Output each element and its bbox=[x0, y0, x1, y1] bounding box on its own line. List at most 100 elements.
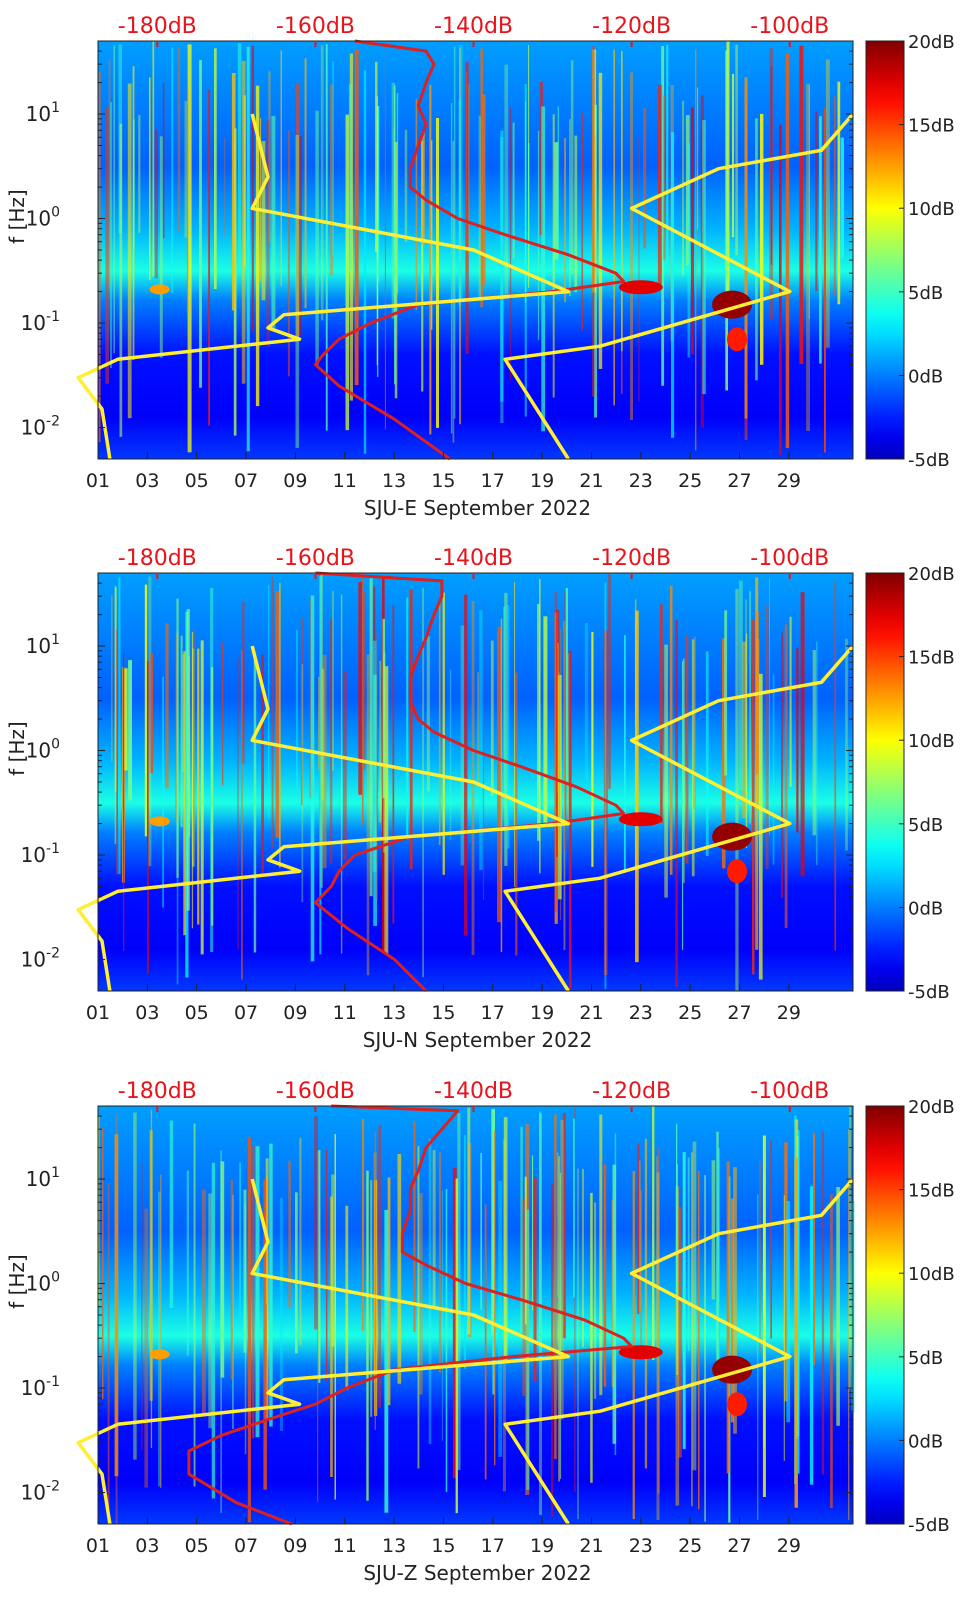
heatmap-streak bbox=[770, 66, 773, 265]
heatmap-streak bbox=[296, 629, 298, 790]
heatmap-streak bbox=[656, 1156, 659, 1352]
heatmap-streak bbox=[524, 83, 527, 417]
heatmap-streak bbox=[598, 72, 603, 369]
heatmap-streak bbox=[557, 642, 559, 793]
low-noise-model-line bbox=[76, 1178, 571, 1525]
x-tick-label: 29 bbox=[777, 1002, 801, 1024]
heatmap-streak bbox=[735, 44, 738, 256]
y-tick-base: 10 bbox=[26, 634, 51, 658]
x-tick-label: 23 bbox=[629, 1002, 653, 1024]
heatmap-streak bbox=[574, 135, 578, 293]
x-tick-label: 03 bbox=[135, 470, 159, 492]
heatmap-streak bbox=[114, 587, 117, 792]
heatmap-streak bbox=[675, 620, 678, 988]
heatmap-streak bbox=[704, 1175, 706, 1522]
colorbar-tick-label: -5dB bbox=[908, 1515, 950, 1536]
colorbar-tick-label: 15dB bbox=[908, 116, 955, 137]
heatmap-streak bbox=[148, 576, 152, 867]
heatmap-streak bbox=[123, 653, 125, 951]
heatmap-streak bbox=[784, 624, 788, 928]
heatmap-streak bbox=[404, 129, 408, 242]
heatmap-streak bbox=[497, 626, 501, 923]
heatmap-streak bbox=[169, 1120, 174, 1308]
heatmap-streak bbox=[107, 1182, 110, 1524]
x-tick-label: 19 bbox=[530, 1002, 554, 1024]
y-tick-base: 10 bbox=[21, 948, 46, 972]
heatmap-streak bbox=[268, 71, 271, 242]
heatmap-streak bbox=[816, 641, 818, 866]
heatmap-streak bbox=[271, 115, 276, 332]
y-tick-label: 101 bbox=[26, 632, 60, 658]
heatmap-streak bbox=[562, 1113, 566, 1339]
heatmap-streak bbox=[691, 1152, 693, 1507]
colorbar-tick-label: -5dB bbox=[908, 982, 950, 1003]
colorbar-tick-label: 10dB bbox=[908, 199, 955, 220]
heatmap-streak bbox=[118, 577, 121, 874]
heatmap-streak bbox=[490, 640, 494, 796]
heatmap-streak bbox=[187, 44, 192, 453]
heatmap-streak bbox=[241, 601, 245, 764]
colorbar-tick-label: 20dB bbox=[908, 1097, 955, 1118]
heatmap-streak bbox=[765, 605, 769, 869]
y-axis-label: f [Hz] bbox=[5, 721, 29, 776]
x-tick-label: 11 bbox=[333, 1002, 357, 1024]
heatmap-streak bbox=[573, 1118, 575, 1298]
heatmap-streak bbox=[441, 1190, 443, 1441]
x-tick-label: 15 bbox=[431, 1002, 455, 1024]
heatmap-streak bbox=[183, 651, 187, 936]
heatmap-streak bbox=[449, 669, 452, 840]
heatmap-streak bbox=[287, 130, 290, 377]
heatmap-streak bbox=[261, 141, 266, 301]
heatmap-streak bbox=[559, 1172, 562, 1479]
heatmap-streak bbox=[762, 1135, 766, 1497]
heatmap-streak bbox=[463, 1135, 466, 1369]
heatmap-streak bbox=[635, 610, 639, 963]
heatmap-streak bbox=[397, 1154, 402, 1384]
colorbar-tick-label: 15dB bbox=[908, 1181, 955, 1202]
colorbar-tick-label: 20dB bbox=[908, 564, 955, 585]
heatmap-streak bbox=[202, 1189, 206, 1416]
y-tick-label: 100 bbox=[26, 1270, 60, 1296]
heatmap-streak bbox=[758, 673, 763, 980]
heatmap-streak bbox=[184, 101, 189, 238]
heatmap-streak bbox=[200, 640, 204, 955]
heatmap-streak bbox=[687, 143, 691, 358]
heatmap-streak bbox=[800, 592, 805, 877]
heatmap-streak bbox=[819, 116, 822, 364]
y-tick-base: 10 bbox=[26, 1167, 51, 1191]
y-tick-label: 10-2 bbox=[21, 946, 60, 972]
heatmap-streak bbox=[223, 137, 226, 237]
y-axis-label: f [Hz] bbox=[5, 189, 29, 244]
heatmap-streak bbox=[298, 136, 302, 336]
y-tick-label: 10-1 bbox=[21, 841, 60, 867]
heatmap-streak bbox=[644, 1138, 648, 1469]
heatmap-streak bbox=[177, 46, 181, 233]
heatmap-streak bbox=[515, 672, 518, 956]
heatmap-streak bbox=[299, 1137, 302, 1346]
heatmap-streak bbox=[432, 1150, 436, 1309]
heatmap-streak bbox=[373, 674, 377, 926]
heatmap-streak bbox=[785, 53, 790, 449]
heatmap-streak bbox=[564, 138, 566, 303]
heatmap-streak bbox=[809, 1186, 814, 1485]
heatmap-streak bbox=[705, 651, 709, 856]
heatmap-streak bbox=[584, 623, 588, 781]
y-tick-base: 10 bbox=[21, 311, 46, 335]
heatmap-streak bbox=[275, 591, 280, 838]
heatmap-streak bbox=[261, 654, 264, 878]
heatmap-streak bbox=[222, 642, 224, 786]
heatmap-streak bbox=[726, 1161, 730, 1474]
heatmap-streak bbox=[849, 1106, 851, 1390]
heatmap-streak bbox=[301, 664, 304, 903]
x-tick-label: 21 bbox=[579, 470, 603, 492]
heatmap-streak bbox=[176, 598, 179, 878]
x-tick-label: 27 bbox=[727, 1535, 751, 1557]
heatmap-streak bbox=[304, 58, 307, 309]
heatmap-streak bbox=[539, 1111, 542, 1338]
x-tick-label: 11 bbox=[333, 470, 357, 492]
heatmap-streak bbox=[378, 1125, 381, 1408]
heatmap-streak bbox=[159, 136, 163, 358]
heatmap-streak bbox=[387, 1177, 391, 1406]
heatmap-streak bbox=[453, 46, 456, 419]
heatmap-streak bbox=[263, 1179, 267, 1490]
